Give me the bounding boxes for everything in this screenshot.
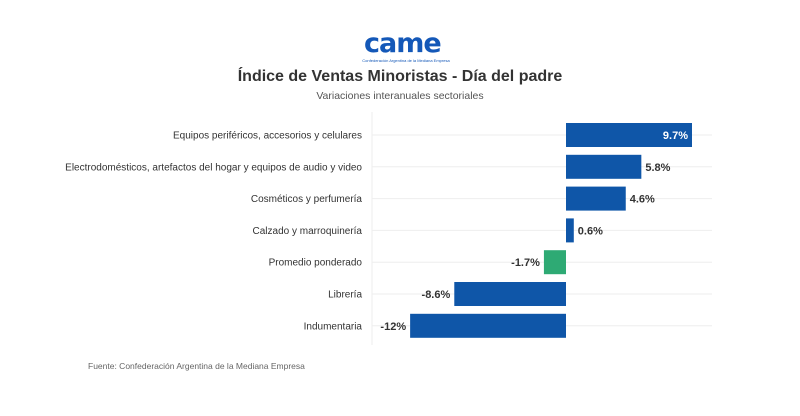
category-label: Cosméticos y perfumería [251, 194, 363, 205]
category-label: Librería [328, 290, 362, 301]
bar [454, 282, 566, 306]
data-label: 9.7% [663, 130, 688, 142]
category-label: Promedio ponderado [269, 258, 363, 269]
bar [543, 250, 566, 275]
data-label: -1.7% [511, 257, 540, 269]
data-label: 0.6% [578, 225, 603, 237]
bar [410, 313, 566, 338]
source-note: Fuente: Confederación Argentina de la Me… [88, 361, 305, 371]
bar [566, 218, 574, 243]
chart-subtitle: Variaciones interanuales sectoriales [316, 90, 484, 102]
category-label: Indumentaria [304, 321, 363, 332]
data-label: 5.8% [645, 162, 670, 174]
category-label: Calzado y marroquinería [253, 226, 363, 237]
labels: Equipos periféricos, accesorios y celula… [65, 130, 688, 333]
data-label: -8.6% [422, 289, 451, 301]
chart-title: Índice de Ventas Minoristas - Día del pa… [237, 68, 563, 85]
logo-subtitle: Confederación Argentina de la Mediana Em… [362, 58, 450, 63]
category-label: Equipos periféricos, accesorios y celula… [173, 131, 362, 142]
bars [410, 123, 692, 338]
bar [566, 186, 626, 211]
bar [566, 123, 692, 147]
bar [566, 154, 642, 179]
data-label: 4.6% [630, 194, 655, 206]
came-logo: came Confederación Argentina de la Media… [356, 28, 456, 68]
category-label: Electrodomésticos, artefactos del hogar … [65, 162, 362, 173]
logo-wordmark: came [364, 28, 442, 59]
data-label: -12% [380, 321, 406, 333]
